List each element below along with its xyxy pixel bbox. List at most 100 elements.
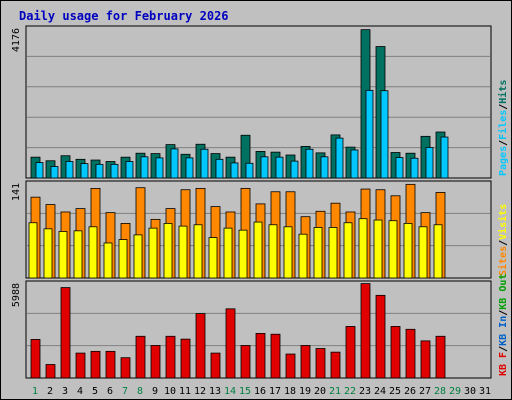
x-tick-day-20: 20 xyxy=(314,386,326,397)
legend-separator: / xyxy=(498,140,509,146)
bar-visits-day-19 xyxy=(298,233,308,279)
y-axis-max-label: 141 xyxy=(11,183,22,201)
bar-visits-day-8 xyxy=(133,234,143,279)
bar-visits-day-2 xyxy=(43,228,53,279)
bar-files-day-1 xyxy=(35,162,44,179)
legend-item-pages: Pages xyxy=(498,146,509,176)
x-tick-day-2: 2 xyxy=(47,386,53,397)
bar-kb-f-day-26 xyxy=(405,328,416,379)
legend-item-hits: Hits xyxy=(497,80,509,104)
x-tick-day-22: 22 xyxy=(344,386,356,397)
legend-separator: / xyxy=(498,346,509,352)
bar-visits-day-21 xyxy=(328,227,338,279)
bar-visits-day-28 xyxy=(433,224,443,279)
bar-files-day-7 xyxy=(125,161,134,179)
bar-files-day-8 xyxy=(140,156,149,179)
bar-kb-f-day-18 xyxy=(285,353,296,379)
bar-visits-day-25 xyxy=(388,220,398,279)
bar-files-day-17 xyxy=(275,156,284,179)
bar-kb-f-day-17 xyxy=(270,333,281,379)
bar-kb-f-day-2 xyxy=(45,364,56,379)
x-tick-day-1: 1 xyxy=(32,386,38,397)
bar-kb-f-day-22 xyxy=(345,326,356,379)
x-tick-day-26: 26 xyxy=(404,386,416,397)
bar-kb-f-day-23 xyxy=(360,283,371,379)
legend-3: KB F/KB In/KB Out xyxy=(498,274,509,376)
bar-visits-day-12 xyxy=(193,224,203,279)
bar-files-day-28 xyxy=(440,136,449,179)
legend-item-kb-f: KB F xyxy=(498,352,509,376)
bar-files-day-26 xyxy=(410,157,419,179)
bar-visits-day-23 xyxy=(358,218,368,279)
bar-files-day-27 xyxy=(425,147,434,179)
chart-title: Daily usage for February 2026 xyxy=(19,9,229,23)
x-tick-day-18: 18 xyxy=(284,386,296,397)
bar-kb-f-day-5 xyxy=(90,350,101,379)
x-tick-day-31: 31 xyxy=(479,386,491,397)
bar-files-day-15 xyxy=(245,162,254,179)
bar-visits-day-27 xyxy=(418,226,428,279)
bar-visits-day-20 xyxy=(313,227,323,279)
bar-visits-day-3 xyxy=(58,231,68,279)
x-tick-day-7: 7 xyxy=(122,386,128,397)
bar-files-day-9 xyxy=(155,157,164,179)
bar-files-day-12 xyxy=(200,148,209,179)
bar-visits-day-9 xyxy=(148,227,158,279)
bar-files-day-10 xyxy=(170,148,179,179)
bar-visits-day-6 xyxy=(103,242,113,279)
bar-kb-f-day-16 xyxy=(255,333,266,379)
x-tick-day-19: 19 xyxy=(299,386,311,397)
bar-kb-f-day-8 xyxy=(135,335,146,379)
bar-kb-f-day-9 xyxy=(150,345,161,379)
y-axis-max-label: 5988 xyxy=(11,283,22,307)
legend-item-sites: Sites xyxy=(497,246,509,276)
bar-visits-day-7 xyxy=(118,239,128,279)
x-tick-day-14: 14 xyxy=(224,386,236,397)
x-tick-day-23: 23 xyxy=(359,386,371,397)
bar-kb-f-day-28 xyxy=(435,335,446,379)
bar-kb-f-day-10 xyxy=(165,335,176,379)
bar-visits-day-13 xyxy=(208,237,218,279)
bar-kb-f-day-27 xyxy=(420,340,431,379)
bar-kb-f-day-12 xyxy=(195,313,206,379)
bar-visits-day-4 xyxy=(73,230,83,279)
bar-kb-f-day-6 xyxy=(105,350,116,379)
x-tick-day-12: 12 xyxy=(194,386,206,397)
bar-files-day-25 xyxy=(395,157,404,179)
bar-kb-f-day-13 xyxy=(210,352,221,379)
x-tick-day-28: 28 xyxy=(434,386,446,397)
bar-files-day-20 xyxy=(320,156,329,179)
x-tick-day-30: 30 xyxy=(464,386,476,397)
bar-files-day-13 xyxy=(215,158,224,179)
bar-hits-day-15 xyxy=(240,134,251,179)
x-tick-day-3: 3 xyxy=(62,386,68,397)
x-tick-day-25: 25 xyxy=(389,386,401,397)
bar-visits-day-17 xyxy=(268,224,278,279)
bar-visits-day-18 xyxy=(283,226,293,279)
bar-visits-day-1 xyxy=(28,222,38,279)
bar-files-day-23 xyxy=(365,89,374,179)
bar-kb-f-day-4 xyxy=(75,352,86,379)
legend-item-visits: Visits xyxy=(497,204,509,240)
bar-files-day-18 xyxy=(290,160,299,179)
bar-kb-f-day-11 xyxy=(180,338,191,379)
x-tick-day-21: 21 xyxy=(329,386,341,397)
bar-files-day-24 xyxy=(380,90,389,179)
x-tick-day-17: 17 xyxy=(269,386,281,397)
bar-visits-day-11 xyxy=(178,225,188,279)
bar-kb-f-day-25 xyxy=(390,326,401,379)
x-tick-day-29: 29 xyxy=(449,386,461,397)
x-tick-day-11: 11 xyxy=(179,386,191,397)
bar-visits-day-5 xyxy=(88,226,98,279)
bar-kb-f-day-21 xyxy=(330,351,341,379)
x-tick-day-9: 9 xyxy=(152,386,158,397)
x-tick-day-13: 13 xyxy=(209,386,221,397)
x-tick-day-24: 24 xyxy=(374,386,386,397)
legend-item-kb-out: KB Out xyxy=(498,274,509,310)
legend-item-kb-in: KB In xyxy=(498,316,509,346)
legend-item-files: Files xyxy=(497,110,509,140)
bar-files-day-6 xyxy=(110,163,119,179)
bar-kb-f-day-15 xyxy=(240,345,251,379)
x-tick-day-10: 10 xyxy=(164,386,176,397)
y-axis-max-label: 4176 xyxy=(11,28,22,52)
